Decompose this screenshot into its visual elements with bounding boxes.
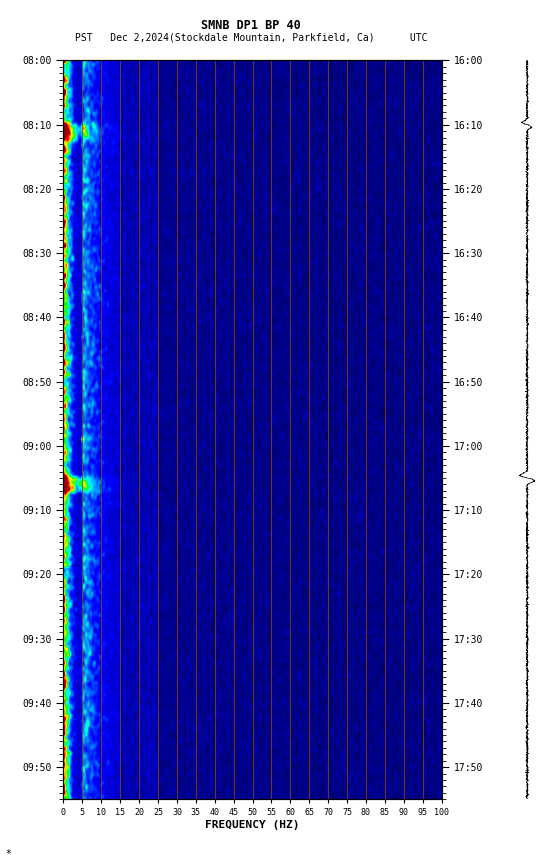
Text: SMNB DP1 BP 40: SMNB DP1 BP 40 (201, 19, 301, 32)
X-axis label: FREQUENCY (HZ): FREQUENCY (HZ) (205, 820, 300, 830)
Text: *: * (6, 849, 12, 859)
Text: PST   Dec 2,2024(Stockdale Mountain, Parkfield, Ca)      UTC: PST Dec 2,2024(Stockdale Mountain, Parkf… (75, 33, 427, 43)
